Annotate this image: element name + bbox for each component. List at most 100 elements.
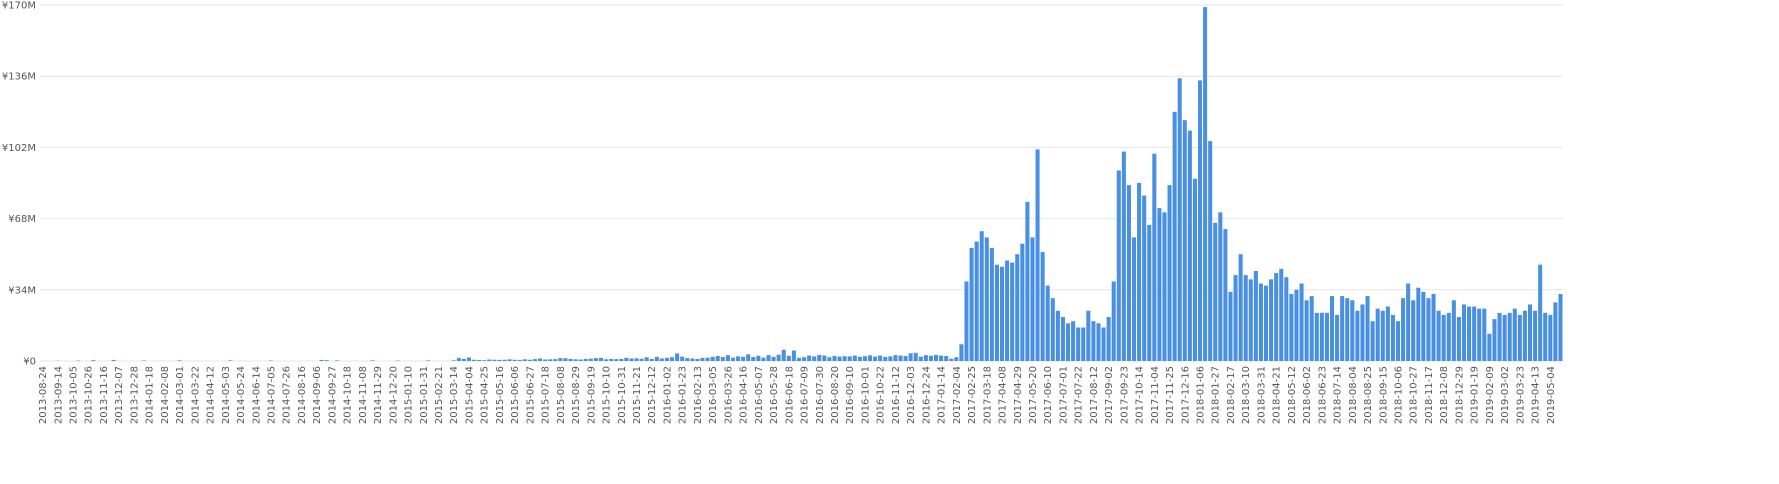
- bar: [502, 359, 507, 361]
- y-tick-label: ¥68M: [8, 214, 36, 225]
- x-tick-label: 2015-10-31: [617, 366, 628, 424]
- bar: [472, 359, 477, 361]
- bar: [1187, 130, 1192, 361]
- bar: [619, 358, 624, 361]
- x-tick-label: 2017-02-25: [967, 366, 978, 424]
- bar: [1025, 201, 1030, 361]
- bar: [1299, 283, 1304, 361]
- bar: [994, 264, 999, 361]
- y-tick-label: ¥102M: [2, 143, 36, 154]
- bar: [558, 358, 563, 361]
- bar: [974, 241, 979, 361]
- x-tick-label: 2015-06-27: [525, 366, 536, 424]
- bar: [1492, 319, 1497, 361]
- bar: [802, 357, 807, 361]
- x-tick-label: 2016-07-09: [800, 366, 811, 424]
- bar: [1451, 300, 1456, 361]
- x-tick-label: 2016-03-05: [708, 366, 719, 424]
- bar: [1304, 300, 1309, 361]
- bar: [1456, 317, 1461, 361]
- x-tick-label: 2018-03-31: [1256, 366, 1267, 424]
- bar: [720, 357, 725, 361]
- bar: [1248, 279, 1253, 361]
- x-tick-label: 2015-08-08: [556, 366, 567, 424]
- bar: [1314, 312, 1319, 361]
- x-tick-label: 2016-12-03: [906, 366, 917, 424]
- bar: [954, 357, 959, 361]
- bar: [1279, 268, 1284, 361]
- x-tick-label: 2018-10-27: [1409, 366, 1420, 424]
- bar: [1329, 296, 1335, 361]
- bar: [492, 359, 497, 361]
- bar: [715, 355, 720, 361]
- bar: [451, 360, 456, 361]
- bar: [1228, 291, 1233, 361]
- x-tick-label: 2018-01-06: [1196, 366, 1207, 424]
- bar: [1477, 308, 1482, 361]
- bar: [1167, 185, 1172, 361]
- bar: [680, 356, 685, 361]
- bar: [426, 360, 431, 361]
- bar: [456, 357, 461, 361]
- x-tick-label: 2014-09-27: [327, 366, 338, 424]
- bar: [1126, 185, 1131, 361]
- bar: [1401, 298, 1406, 361]
- x-tick-label: 2015-01-10: [404, 366, 415, 424]
- bar: [918, 356, 923, 361]
- x-tick-label: 2018-06-02: [1302, 366, 1313, 424]
- x-tick-label: 2018-09-15: [1378, 366, 1389, 424]
- x-tick-label: 2013-10-05: [68, 366, 79, 424]
- bar: [964, 281, 969, 361]
- x-tick-label: 2014-05-24: [236, 366, 247, 424]
- bar: [883, 357, 888, 361]
- bar: [1548, 314, 1553, 361]
- bar: [1406, 283, 1411, 361]
- x-tick-label: 2015-04-25: [480, 366, 491, 424]
- bar: [532, 359, 538, 361]
- bar: [776, 354, 781, 361]
- x-tick-label: 2015-03-14: [449, 366, 460, 424]
- bar: [1076, 327, 1081, 361]
- bar: [898, 355, 903, 361]
- bar: [1223, 229, 1228, 361]
- bar: [527, 359, 532, 361]
- bar: [1522, 310, 1527, 361]
- bar: [598, 357, 604, 361]
- x-tick-label: 2016-09-10: [845, 366, 856, 424]
- x-tick-label: 2016-01-23: [678, 366, 689, 424]
- bar: [710, 356, 715, 361]
- x-tick-label: 2019-01-19: [1470, 366, 1481, 424]
- bar: [725, 355, 730, 361]
- bar: [1035, 149, 1040, 361]
- bar: [1517, 314, 1522, 361]
- bar: [1005, 260, 1010, 361]
- y-tick-label: ¥170M: [2, 1, 36, 12]
- bar: [91, 360, 96, 361]
- bar: [1208, 141, 1213, 361]
- bar: [593, 358, 598, 361]
- bar: [487, 359, 492, 361]
- bar: [934, 354, 939, 361]
- x-tick-label: 2014-07-05: [266, 366, 277, 424]
- bar: [563, 358, 568, 361]
- bar: [324, 360, 329, 361]
- x-tick-label: 2018-08-04: [1348, 366, 1359, 424]
- bar: [807, 355, 812, 361]
- bar: [629, 358, 634, 361]
- x-tick-label: 2017-07-01: [1058, 366, 1069, 424]
- bar: [1527, 304, 1533, 361]
- bar: [1319, 312, 1324, 361]
- x-tick-label: 2014-01-18: [145, 366, 156, 424]
- bar: [1147, 224, 1152, 361]
- bar: [903, 355, 908, 361]
- x-tick-label: 2019-05-04: [1546, 366, 1557, 424]
- bar: [482, 360, 487, 361]
- x-tick-label: 2016-12-24: [921, 366, 932, 424]
- bar: [959, 344, 964, 361]
- bar: [1197, 80, 1203, 361]
- x-tick-label: 2018-05-12: [1287, 366, 1298, 424]
- bar: [1340, 296, 1345, 361]
- bar: [649, 358, 654, 361]
- bar: [1015, 254, 1020, 361]
